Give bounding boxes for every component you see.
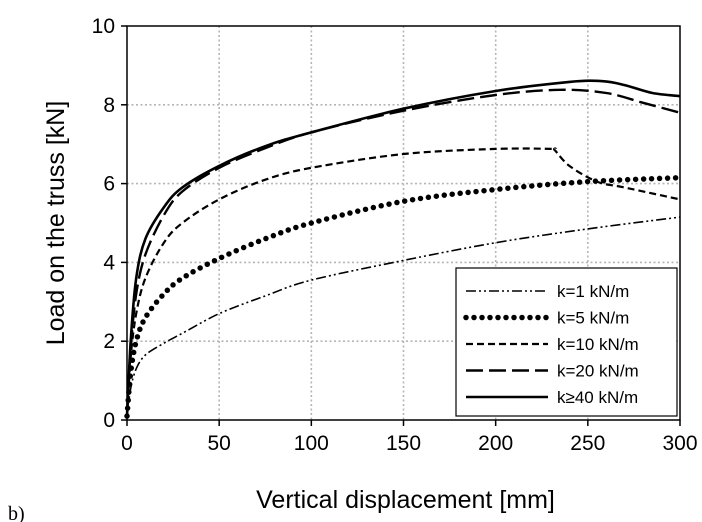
- series-line-2: [124, 174, 683, 419]
- y-tick-label: 4: [103, 251, 115, 274]
- legend-label: k=5 kN/m: [557, 309, 629, 328]
- legend-box: [455, 267, 678, 417]
- y-tick-label: 0: [103, 409, 115, 432]
- legend: k=1 kN/m k=5 kN/m k=10 kN/m k=20 kN/m k≥40 k…: [455, 267, 678, 417]
- series-line-5: [125, 79, 681, 417]
- legend-label: k≥40 kN/m: [557, 388, 638, 407]
- x-tick-label: 300: [662, 432, 697, 455]
- y-axis-title: Load on the truss [kN]: [42, 101, 70, 346]
- y-tick-label: 2: [103, 330, 115, 353]
- legend-label: k=10 kN/m: [557, 335, 639, 354]
- series-line-3: [125, 147, 681, 417]
- x-tick-label: 250: [570, 432, 605, 455]
- y-tick-label: 10: [92, 15, 115, 38]
- legend-label: k=20 kN/m: [557, 362, 639, 381]
- series-line-1: [126, 216, 681, 417]
- axis-ticks: 0 50 100 150 200 250 300 0 2 4 6 8 10: [92, 15, 698, 455]
- x-tick-label: 50: [207, 432, 230, 455]
- legend-label: k=1 kN/m: [557, 282, 629, 301]
- x-tick-label: 200: [478, 432, 513, 455]
- x-tick-label: 0: [121, 432, 133, 455]
- panel-label: b): [8, 503, 25, 522]
- x-axis-title: Vertical displacement [mm]: [256, 486, 555, 514]
- series-lines: [124, 79, 683, 419]
- x-tick-label: 150: [386, 432, 421, 455]
- x-tick-label: 100: [294, 432, 329, 455]
- y-tick-label: 6: [103, 173, 115, 196]
- y-tick-label: 8: [103, 94, 115, 117]
- series-line-4: [125, 88, 681, 417]
